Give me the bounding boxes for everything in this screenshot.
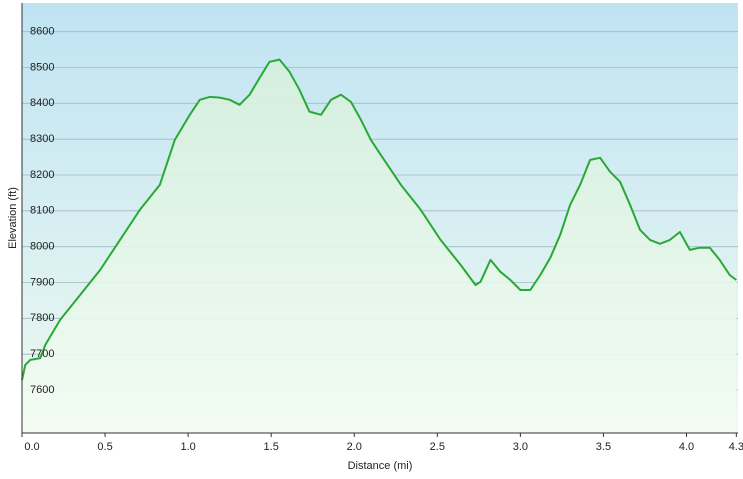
x-tick-label: 4.0 bbox=[679, 441, 694, 453]
x-tick-label: 3.5 bbox=[596, 441, 611, 453]
x-tick-label: 3.0 bbox=[513, 441, 528, 453]
y-tick-label: 8100 bbox=[30, 205, 54, 217]
y-tick-label: 8600 bbox=[30, 26, 54, 38]
area-fill bbox=[22, 59, 737, 433]
x-axis-label: Distance (mi) bbox=[348, 460, 413, 472]
elevation-line bbox=[21, 58, 737, 381]
y-tick-label: 8300 bbox=[30, 133, 54, 145]
y-tick-label: 8000 bbox=[30, 241, 54, 253]
y-tick-label: 7600 bbox=[30, 384, 54, 396]
x-tick-label: 2.0 bbox=[347, 441, 362, 453]
y-tick-label: 8400 bbox=[30, 97, 54, 109]
x-tick-label: 0.5 bbox=[97, 441, 112, 453]
y-axis-label: Elevation (ft) bbox=[7, 187, 19, 249]
y-tick-label: 8500 bbox=[30, 61, 54, 73]
x-tick-label: 1.0 bbox=[180, 441, 195, 453]
y-tick-label: 7900 bbox=[30, 276, 54, 288]
x-tick-label: 1.5 bbox=[264, 441, 279, 453]
y-tick-label: 7700 bbox=[30, 348, 54, 360]
x-tick-label: 2.5 bbox=[430, 441, 445, 453]
x-tick-label: 4.3 bbox=[729, 441, 743, 453]
y-tick-label: 7800 bbox=[30, 312, 54, 324]
x-tick-label: 0.0 bbox=[24, 441, 39, 453]
y-tick-label: 8200 bbox=[30, 169, 54, 181]
